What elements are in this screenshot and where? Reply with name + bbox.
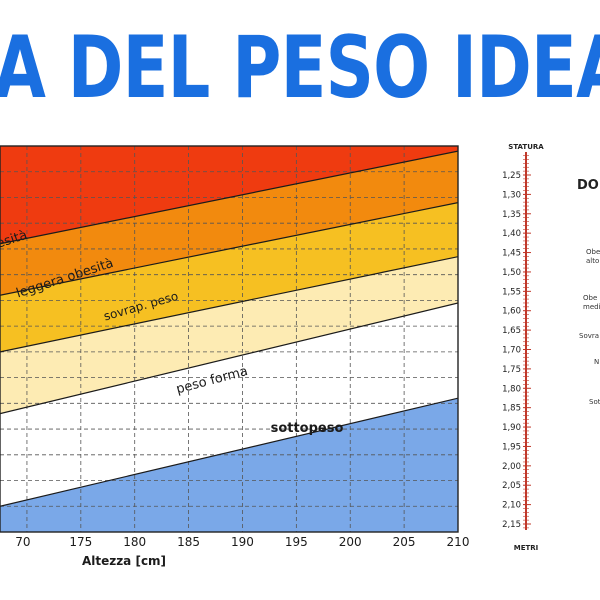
ruler-bar <box>525 152 527 530</box>
ruler-label: 1,85 <box>502 404 521 414</box>
x-tick-label: 190 <box>231 535 254 549</box>
boundary-line-3 <box>0 256 458 353</box>
side-note-6: N <box>594 358 600 366</box>
ruler-label: 2,00 <box>502 462 521 472</box>
ruler-title: STATURA <box>508 143 544 151</box>
boundary-line-1 <box>0 397 458 507</box>
band-area-5 <box>0 151 458 296</box>
band-area-1 <box>0 398 458 532</box>
boundary-line-5 <box>0 150 458 245</box>
ruler-label: 2,10 <box>502 501 521 511</box>
plot-frame <box>0 145 459 533</box>
ruler-label: 1,70 <box>502 346 521 356</box>
ruler-label: 1,50 <box>502 268 521 278</box>
side-note-7: Sot <box>589 398 600 406</box>
x-tick-label: 200 <box>339 535 362 549</box>
band-area-6 <box>0 146 458 244</box>
boundary-line-4 <box>0 202 458 296</box>
band-label-sottopeso: sottopeso <box>271 421 344 436</box>
ruler-label: 1,65 <box>502 326 521 336</box>
ruler-label: 1,90 <box>502 423 521 433</box>
side-panel-heading: DO <box>577 178 599 193</box>
side-note-3: Obe <box>583 294 598 302</box>
band-area-2 <box>0 302 458 507</box>
ruler-label: 1,40 <box>502 229 521 239</box>
x-tick-label: 180 <box>123 535 146 549</box>
side-note-1: Obe <box>586 248 600 256</box>
side-note-5: Sovra <box>579 332 600 340</box>
ruler-label: 1,75 <box>502 365 521 375</box>
height-ruler: STATURA 1,25 1,30 1,35 1,40 1,45 1,50 1,55 1,60… <box>502 143 544 552</box>
x-tick-label: 175 <box>69 535 92 549</box>
ruler-label: 1,35 <box>502 210 521 220</box>
x-tick-label: 205 <box>393 535 416 549</box>
ruler-unit: METRI <box>514 544 539 552</box>
ruler-label: 2,15 <box>502 520 521 530</box>
ruler-label: 1,60 <box>502 307 521 317</box>
ruler-label: 1,80 <box>502 384 521 394</box>
ruler-label: 1,95 <box>502 442 521 452</box>
boundary-line-2 <box>0 302 458 415</box>
ruler-label: 1,25 <box>502 171 521 181</box>
band-area-3 <box>0 256 458 414</box>
page-title-text: A DEL PESO IDEALE <box>0 22 600 114</box>
ruler-label: 1,30 <box>502 190 521 200</box>
page-title: A DEL PESO IDEALE <box>0 22 600 114</box>
ruler-label: 1,45 <box>502 249 521 259</box>
side-note-2: alto <box>586 257 600 265</box>
x-tick-label: 185 <box>177 535 200 549</box>
side-note-4: medi <box>583 303 600 311</box>
weight-chart: 70 175 180 185 190 195 200 205 210 sottopeso pes… <box>0 145 470 568</box>
x-tick-label: 195 <box>285 535 308 549</box>
x-axis-label: Altezza [cm] <box>82 554 166 568</box>
x-tick-label: 70 <box>15 535 30 549</box>
ruler-label: 2,05 <box>502 481 521 491</box>
x-tick-label: 210 <box>447 535 470 549</box>
band-area-4 <box>0 202 458 352</box>
ruler-label: 1,55 <box>502 287 521 297</box>
